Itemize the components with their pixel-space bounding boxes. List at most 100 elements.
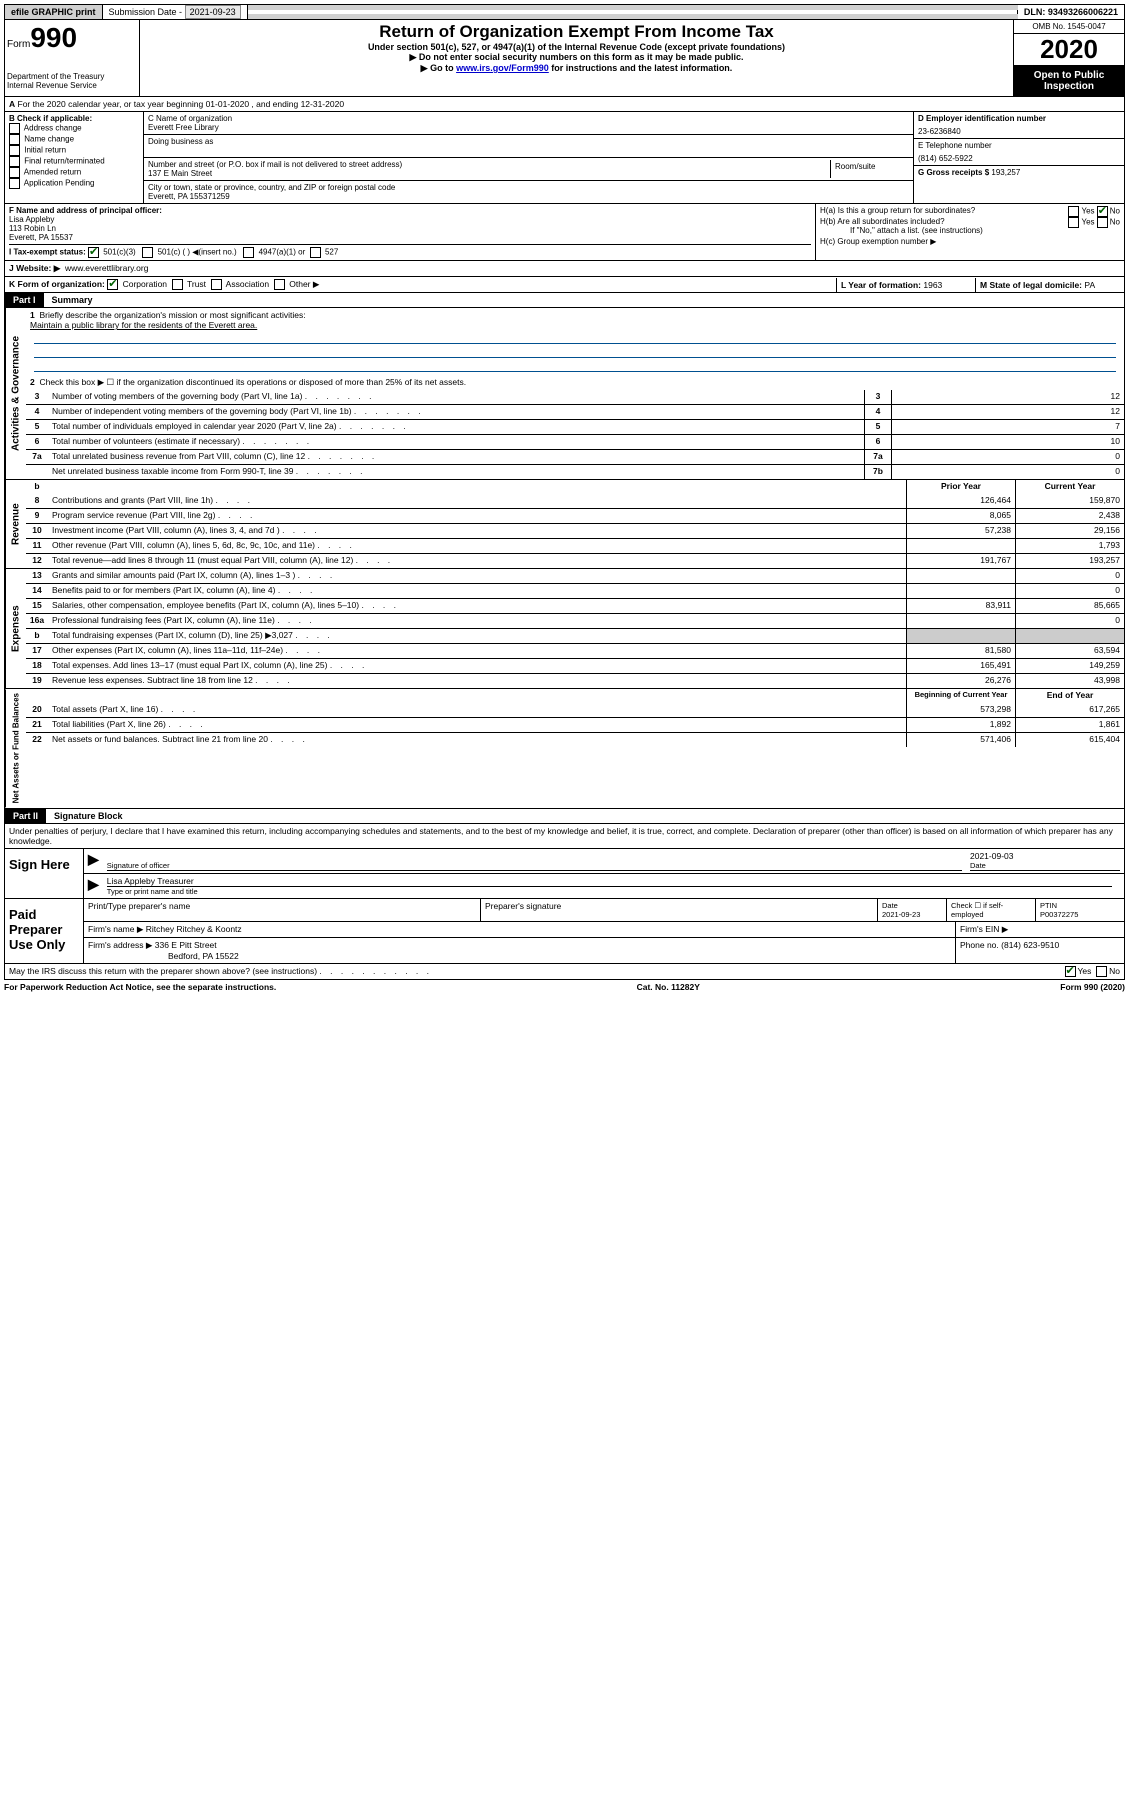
cb-assoc[interactable] — [211, 279, 222, 290]
sign-here-section: Sign Here ▶ Signature of officer 2021-09… — [4, 849, 1125, 899]
dept-label: Department of the Treasury Internal Reve… — [7, 72, 137, 90]
top-bar: efile GRAPHIC print Submission Date - 20… — [4, 4, 1125, 20]
ptin: P00372275 — [1040, 910, 1078, 919]
website: www.everettlibrary.org — [65, 263, 148, 273]
form-number: 990 — [30, 22, 77, 53]
officer-name-title: Lisa Appleby Treasurer — [107, 876, 1112, 887]
hdr-end-year: End of Year — [1015, 689, 1124, 703]
box-d-e-g: D Employer identification number 23-6236… — [913, 112, 1124, 203]
submission-date-button[interactable]: 2021-09-23 — [185, 5, 241, 19]
cb-corp[interactable] — [107, 279, 118, 290]
side-governance: Activities & Governance — [5, 308, 26, 479]
data-row: 9Program service revenue (Part VIII, lin… — [26, 508, 1124, 523]
cb-501c3[interactable] — [88, 247, 99, 258]
firm-phone: (814) 623-9510 — [1001, 940, 1059, 950]
line-a: A For the 2020 calendar year, or tax yea… — [4, 97, 1125, 112]
cb-final-return-terminated[interactable] — [9, 156, 20, 167]
officer-name: Lisa Appleby — [9, 215, 811, 224]
cb-ha-no[interactable] — [1097, 206, 1108, 217]
part1-header: Part I Summary — [4, 293, 1125, 308]
data-row: 15Salaries, other compensation, employee… — [26, 598, 1124, 613]
box-b: B Check if applicable: Address change Na… — [5, 112, 144, 203]
data-row: 18Total expenses. Add lines 13–17 (must … — [26, 658, 1124, 673]
data-row: 10Investment income (Part VIII, column (… — [26, 523, 1124, 538]
firm-addr2: Bedford, PA 15522 — [88, 951, 239, 961]
data-row: 22Net assets or fund balances. Subtract … — [26, 732, 1124, 747]
paid-preparer-section: Paid Preparer Use Only Print/Type prepar… — [4, 899, 1125, 964]
data-row: 11Other revenue (Part VIII, column (A), … — [26, 538, 1124, 553]
cb-discuss-no[interactable] — [1096, 966, 1107, 977]
data-row: 13Grants and similar amounts paid (Part … — [26, 569, 1124, 583]
form-title: Return of Organization Exempt From Incom… — [144, 22, 1009, 42]
cb-amended-return[interactable] — [9, 167, 20, 178]
cb-other[interactable] — [274, 279, 285, 290]
section-revenue: Revenue b Prior Year Current Year 8Contr… — [4, 480, 1125, 569]
line-klm: K Form of organization: Corporation Trus… — [4, 277, 1125, 293]
submission-cell: Submission Date - 2021-09-23 — [103, 5, 248, 19]
cb-application-pending[interactable] — [9, 178, 20, 189]
cb-527[interactable] — [310, 247, 321, 258]
firm-addr1: 336 E Pitt Street — [155, 940, 217, 950]
box-c: C Name of organization Everett Free Libr… — [144, 112, 913, 203]
catalog-number: Cat. No. 11282Y — [637, 982, 700, 992]
perjury-text: Under penalties of perjury, I declare th… — [4, 824, 1125, 849]
data-row: 16aProfessional fundraising fees (Part I… — [26, 613, 1124, 628]
officer-group-grid: F Name and address of principal officer:… — [4, 204, 1125, 261]
cb-4947[interactable] — [243, 247, 254, 258]
data-row: 19Revenue less expenses. Subtract line 1… — [26, 673, 1124, 688]
cb-hb-no[interactable] — [1097, 217, 1108, 228]
open-public-badge: Open to Public Inspection — [1014, 66, 1124, 96]
org-name: Everett Free Library — [148, 123, 909, 132]
gov-row: 6Total number of volunteers (estimate if… — [26, 434, 1124, 449]
phone: (814) 652-5922 — [918, 154, 1120, 163]
arrow-icon: ▶ — [88, 876, 99, 896]
discuss-line: May the IRS discuss this return with the… — [4, 964, 1125, 980]
instructions-link[interactable]: www.irs.gov/Form990 — [456, 63, 549, 73]
data-row: 21Total liabilities (Part X, line 26) . … — [26, 717, 1124, 732]
gov-row: Net unrelated business taxable income fr… — [26, 464, 1124, 479]
side-net-assets: Net Assets or Fund Balances — [5, 689, 26, 807]
identity-grid: B Check if applicable: Address change Na… — [4, 112, 1125, 204]
cb-ha-yes[interactable] — [1068, 206, 1079, 217]
cb-hb-yes[interactable] — [1068, 217, 1079, 228]
cb-name-change[interactable] — [9, 134, 20, 145]
form-header: Form990 Department of the Treasury Inter… — [4, 20, 1125, 97]
part2-header: Part II Signature Block — [4, 809, 1125, 824]
data-row: 8Contributions and grants (Part VIII, li… — [26, 494, 1124, 508]
mission-text: Maintain a public library for the reside… — [30, 320, 257, 330]
side-expenses: Expenses — [5, 569, 26, 688]
box-f: F Name and address of principal officer:… — [5, 204, 816, 260]
header-right: OMB No. 1545-0047 2020 Open to Public In… — [1013, 20, 1124, 96]
gov-row: 7aTotal unrelated business revenue from … — [26, 449, 1124, 464]
cb-initial-return[interactable] — [9, 145, 20, 156]
section-net-assets: Net Assets or Fund Balances Beginning of… — [4, 689, 1125, 808]
header-center: Return of Organization Exempt From Incom… — [140, 20, 1013, 96]
data-row: 20Total assets (Part X, line 16) . . . .… — [26, 703, 1124, 717]
year-formation: 1963 — [923, 280, 942, 290]
gov-row: 5Total number of individuals employed in… — [26, 419, 1124, 434]
ein: 23-6236840 — [918, 127, 1120, 136]
org-address: 137 E Main Street — [148, 169, 830, 178]
side-revenue: Revenue — [5, 480, 26, 568]
firm-name: Ritchey Ritchey & Koontz — [146, 924, 242, 934]
data-row: 17Other expenses (Part IX, column (A), l… — [26, 643, 1124, 658]
cb-address-change[interactable] — [9, 123, 20, 134]
cb-discuss-yes[interactable] — [1065, 966, 1076, 977]
arrow-icon: ▶ — [88, 851, 99, 871]
hdr-prior-year: Prior Year — [906, 480, 1015, 494]
section-governance: Activities & Governance 1 Briefly descri… — [4, 308, 1125, 480]
gov-row: 3Number of voting members of the governi… — [26, 390, 1124, 404]
tax-year: 2020 — [1014, 34, 1124, 66]
state-domicile: PA — [1084, 280, 1095, 290]
cb-501c[interactable] — [142, 247, 153, 258]
gross-receipts: 193,257 — [991, 168, 1020, 177]
org-city: Everett, PA 155371259 — [148, 192, 909, 201]
data-row: bTotal fundraising expenses (Part IX, co… — [26, 628, 1124, 643]
hdr-current-year: Current Year — [1015, 480, 1124, 494]
cb-trust[interactable] — [172, 279, 183, 290]
prep-date: 2021-09-23 — [882, 910, 920, 919]
sign-here-label: Sign Here — [5, 849, 84, 898]
hdr-begin-year: Beginning of Current Year — [906, 689, 1015, 703]
gov-row: 4Number of independent voting members of… — [26, 404, 1124, 419]
data-row: 14Benefits paid to or for members (Part … — [26, 583, 1124, 598]
